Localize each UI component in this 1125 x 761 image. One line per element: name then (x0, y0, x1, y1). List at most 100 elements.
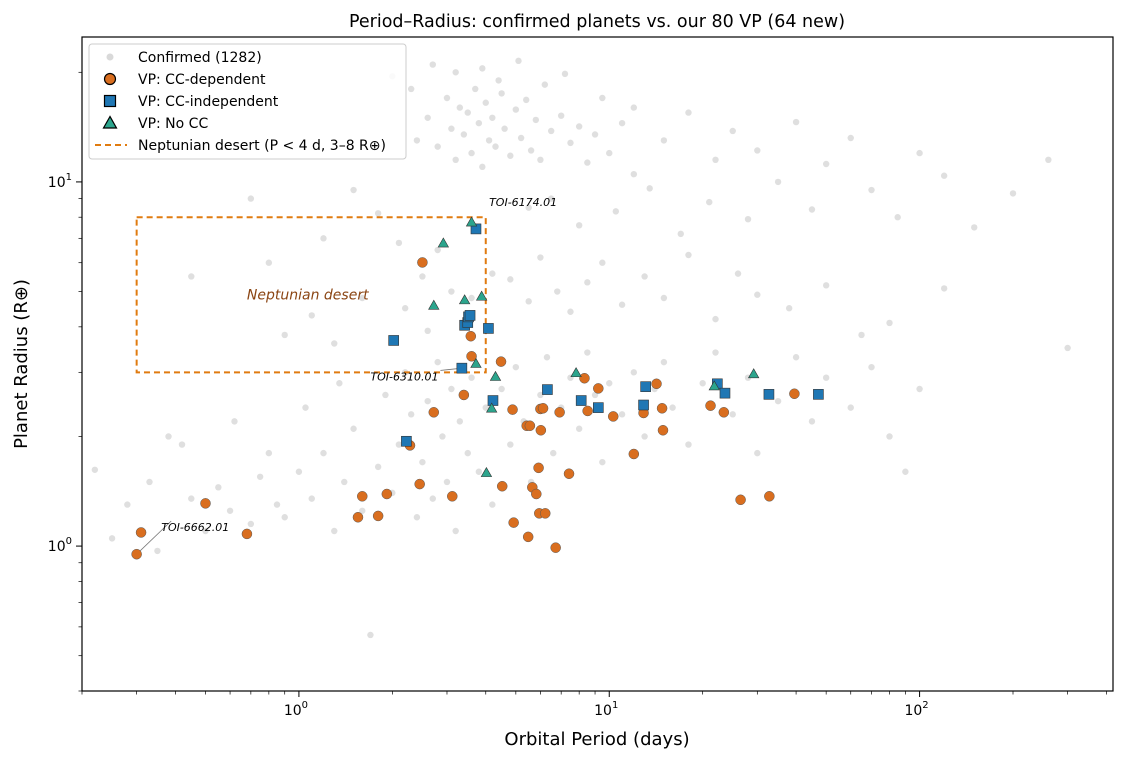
confirmed-point (419, 273, 426, 280)
no-cc-point (470, 357, 482, 368)
confirmed-point (507, 441, 514, 448)
confirmed-point (320, 449, 327, 457)
confirmed-point (537, 156, 544, 164)
confirmed-point (660, 294, 668, 302)
confirmed-point (265, 259, 273, 266)
confirmed-point (712, 315, 719, 323)
confirmed-point (808, 418, 816, 425)
no-cc-point (475, 290, 488, 301)
confirmed-point (729, 127, 736, 135)
confirmed-point (785, 305, 793, 312)
confirmed-point (215, 484, 222, 491)
legend-label: Confirmed (1282) (138, 50, 262, 66)
cc-independent-point (719, 387, 731, 399)
confirmed-point (308, 312, 315, 319)
confirmed-point (660, 358, 668, 366)
confirmed-point (792, 118, 800, 126)
axes: 100 101 102 100 101 (48, 71, 1107, 719)
no-cc-point (485, 402, 498, 413)
confirmed-point (547, 127, 555, 135)
cc-dependent-point (535, 425, 547, 436)
cc-dependent-point (241, 528, 253, 540)
confirmed-point (940, 172, 948, 179)
confirmed-point (452, 527, 459, 535)
confirmed-point (479, 163, 486, 171)
cc-dependent-point (508, 517, 519, 528)
cc-independent-point (483, 323, 494, 334)
confirmed-point (517, 134, 525, 142)
confirmed-point (443, 478, 451, 486)
confirmed-point (434, 246, 441, 254)
cc-independent-point (456, 362, 468, 374)
confirmed-point (202, 527, 209, 535)
confirmed-point (434, 143, 441, 150)
y-tick-label: 101 (48, 172, 72, 191)
cc-dependent-point (582, 405, 593, 417)
desert-box (135, 216, 487, 374)
confirmed-point (660, 137, 668, 144)
confirmed-point (669, 404, 676, 411)
confirmed-point (146, 478, 153, 486)
confirmed-point (543, 354, 551, 361)
no-cc-point (570, 367, 582, 378)
legend-marker-cc-dependent (103, 72, 117, 86)
x-tick-label: 102 (904, 700, 928, 719)
confirmed-point (712, 349, 719, 356)
confirmed-point (822, 374, 830, 381)
confirmed-point (464, 109, 471, 116)
cc-dependent-point (495, 356, 507, 367)
confirmed-point (448, 385, 455, 393)
confirmed-point (561, 70, 569, 78)
confirmed-point (188, 495, 195, 502)
confirmed-point (523, 96, 530, 104)
confirmed-point (554, 288, 561, 295)
confirmed-point (886, 433, 893, 440)
legend-marker-no-cc (102, 115, 118, 129)
cc-dependent-point (705, 400, 716, 411)
confirmed-point (468, 149, 475, 157)
cc-independent-point (575, 395, 587, 406)
confirmed-point (456, 104, 464, 111)
cc-dependent-point (135, 527, 147, 538)
confirmed-point (489, 270, 496, 277)
confirmed-point (712, 156, 719, 164)
confirmed-point (501, 125, 508, 132)
confirmed-point (699, 380, 706, 387)
confirmed-point (847, 134, 854, 142)
confirmed-point (537, 254, 544, 261)
confirmed-point (515, 57, 522, 65)
legend-marker-confirmed (106, 53, 114, 61)
confirmed-point (419, 458, 426, 466)
confirmed-point (734, 270, 742, 277)
confirmed-point (165, 433, 172, 440)
cc-dependent-point (554, 407, 565, 418)
confirmed-point (350, 186, 357, 194)
confirmed-point (525, 204, 532, 211)
no-cc-series (428, 216, 760, 477)
confirmed-point (940, 285, 948, 292)
confirmed-point (584, 349, 591, 356)
confirmed-point (1045, 156, 1052, 164)
annotation-label: TOI-6310.01 (370, 370, 438, 383)
confirmed-point (367, 631, 374, 639)
cc-dependent-point (651, 378, 662, 390)
confirmed-point (256, 473, 264, 480)
no-cc-point (708, 380, 720, 391)
desert-region: Neptunian desert (135, 216, 487, 374)
confirmed-point (754, 147, 761, 154)
confirmed-point (247, 520, 255, 528)
confirmed-point (108, 535, 116, 542)
confirmed-point (331, 527, 338, 535)
cc-independent-point (464, 310, 476, 321)
cc-dependent-point (657, 425, 669, 436)
cc-dependent-point (607, 411, 619, 422)
confirmed-point (567, 139, 574, 147)
no-cc-point (437, 237, 450, 248)
cc-independent-point (813, 389, 824, 400)
confirmed-point (754, 291, 761, 298)
no-cc-point (480, 466, 493, 477)
cc-independent-point (593, 402, 604, 413)
cc-dependent-point (414, 478, 425, 490)
confirmed-point (868, 186, 875, 194)
